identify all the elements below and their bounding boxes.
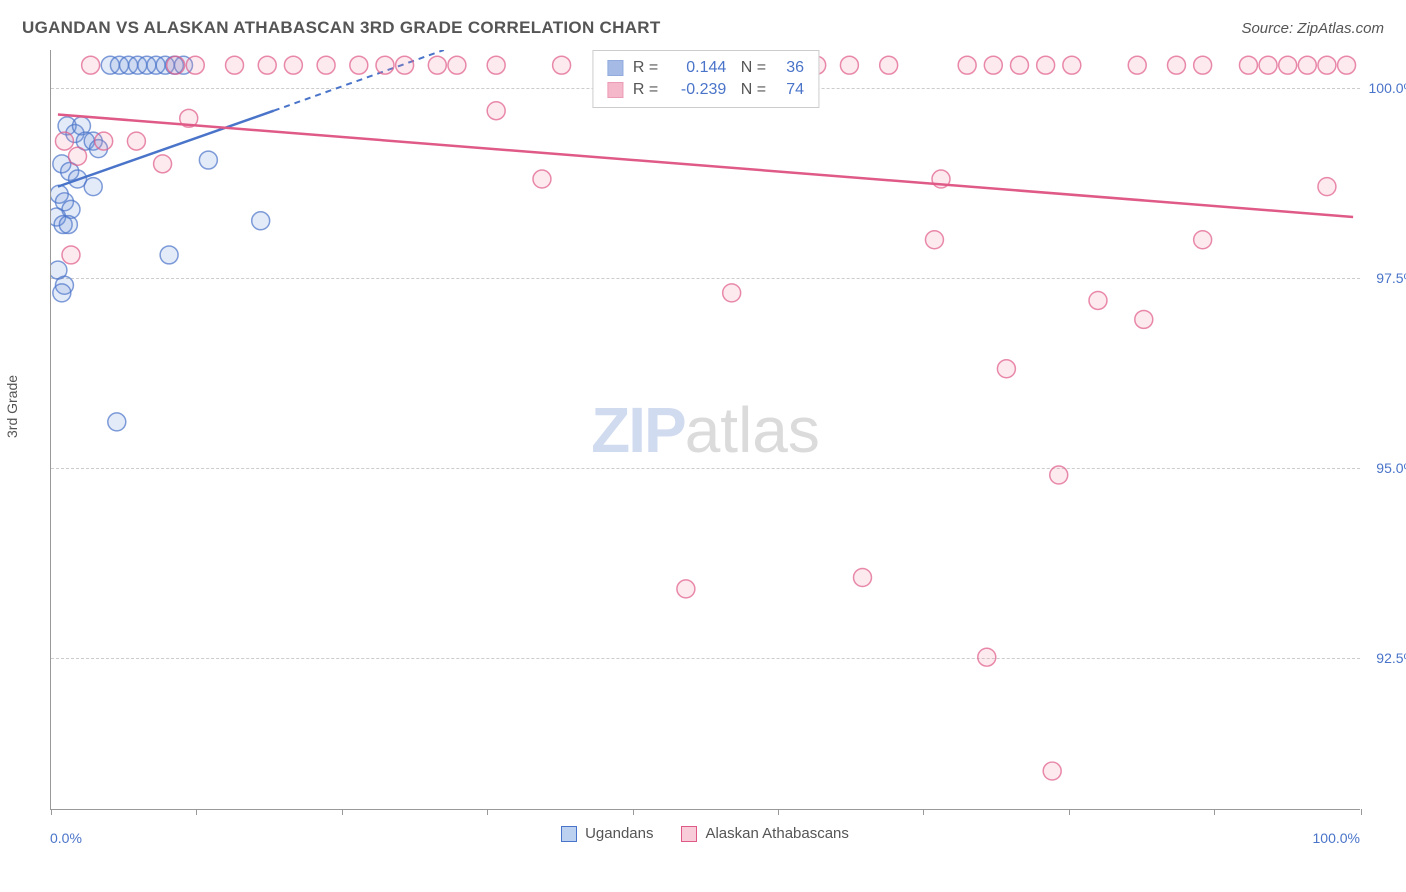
legend-item-ugandans: Ugandans [561,825,653,842]
legend-item-athabascans: Alaskan Athabascans [681,825,848,842]
stats-row-athabascans: R =-0.239 N =74 [607,79,804,101]
swatch-athabascans [607,82,623,98]
scatter-svg [51,50,1360,809]
chart-plot-area: ZIPatlas R =0.144 N =36 R =-0.239 N =74 … [50,50,1360,810]
stats-row-ugandans: R =0.144 N =36 [607,57,804,79]
legend-bottom: Ugandans Alaskan Athabascans [50,825,1360,842]
source-label: Source: ZipAtlas.com [1241,20,1384,37]
stats-legend-box: R =0.144 N =36 R =-0.239 N =74 [592,50,819,108]
swatch-icon [681,826,697,842]
swatch-icon [561,826,577,842]
swatch-ugandans [607,60,623,76]
y-axis-title: 3rd Grade [4,375,20,438]
chart-title: UGANDAN VS ALASKAN ATHABASCAN 3RD GRADE … [22,18,661,38]
